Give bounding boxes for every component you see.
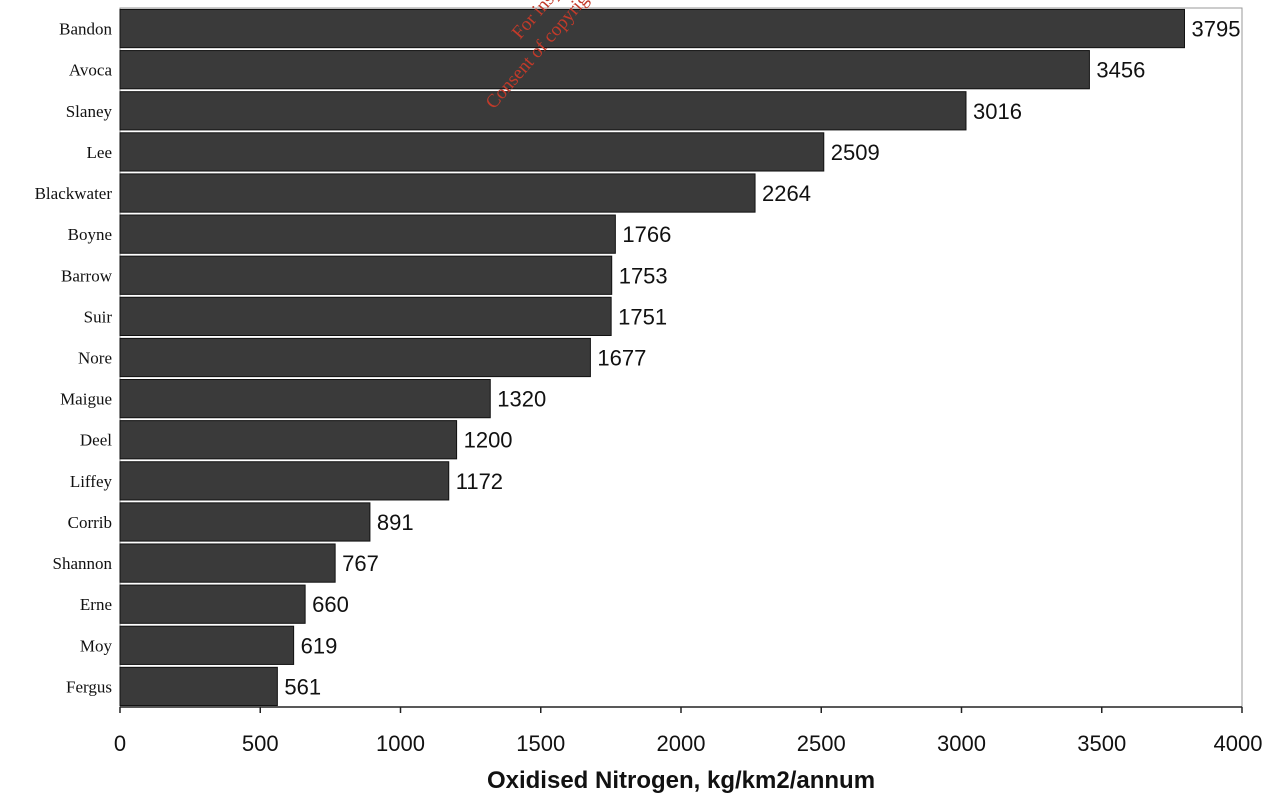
- category-label-barrow: Barrow: [61, 266, 113, 285]
- bar-maigue: [119, 378, 491, 419]
- category-label-fergus: Fergus: [66, 677, 112, 696]
- category-label-moy: Moy: [80, 636, 113, 655]
- value-label-corrib: 891: [377, 510, 414, 535]
- value-label-moy: 619: [301, 633, 338, 658]
- value-label-bandon: 3795: [1191, 17, 1240, 42]
- bar-lee: [119, 132, 825, 172]
- category-label-corrib: Corrib: [68, 513, 112, 532]
- category-label-maigue: Maigue: [60, 390, 112, 409]
- category-label-nore: Nore: [78, 349, 112, 368]
- value-label-erne: 660: [312, 592, 349, 617]
- category-label-deel: Deel: [80, 431, 112, 450]
- value-label-liffey: 1172: [456, 469, 503, 494]
- category-label-bandon: Bandon: [59, 20, 112, 39]
- value-label-suir: 1751: [618, 304, 667, 329]
- value-labels: 3795 3456 3016 2509 2264 1766 1753 1751 1677 1320…: [284, 17, 1240, 700]
- category-label-erne: Erne: [80, 595, 112, 614]
- category-label-liffey: Liffey: [70, 472, 113, 491]
- x-tick-label-1500: 1500: [516, 731, 565, 756]
- bar-barrow: [119, 255, 613, 295]
- x-tick-label-500: 500: [242, 731, 279, 756]
- bar-suir: [119, 296, 612, 337]
- value-label-barrow: 1753: [619, 263, 668, 288]
- bar-slaney: [119, 91, 967, 131]
- bar-blackwater: [119, 173, 756, 213]
- bar-fergus: [119, 666, 278, 707]
- value-label-deel: 1200: [464, 428, 513, 453]
- x-axis-ticks: 0 500 1000 1500 2000 2500 3000 3500 4000: [114, 707, 1263, 756]
- bar-liffey: [119, 461, 450, 501]
- x-tick-label-3500: 3500: [1077, 731, 1126, 756]
- value-label-maigue: 1320: [497, 387, 546, 412]
- value-label-boyne: 1766: [622, 222, 671, 247]
- value-label-blackwater: 2264: [762, 181, 811, 206]
- value-label-avoca: 3456: [1096, 58, 1145, 83]
- x-tick-label-1000: 1000: [376, 731, 425, 756]
- bar-nore: [119, 337, 591, 378]
- x-axis-title: Oxidised Nitrogen, kg/km2/annum: [487, 767, 875, 794]
- bars-group: [119, 8, 1185, 707]
- value-label-lee: 2509: [831, 140, 880, 165]
- x-tick-label-2500: 2500: [797, 731, 846, 756]
- category-label-blackwater: Blackwater: [35, 184, 113, 203]
- x-tick-label-4000: 4000: [1214, 731, 1263, 756]
- bar-bandon: [119, 8, 1185, 49]
- bar-avoca: [119, 50, 1090, 90]
- bar-moy: [119, 625, 295, 665]
- bar-boyne: [119, 214, 616, 254]
- bar-shannon: [119, 543, 336, 583]
- x-tick-label-0: 0: [114, 731, 126, 756]
- bar-corrib: [119, 502, 371, 542]
- category-labels: Bandon Avoca Slaney Lee Blackwater Boyne Barro…: [35, 20, 113, 697]
- value-label-shannon: 767: [342, 551, 379, 576]
- value-label-nore: 1677: [597, 346, 646, 371]
- category-label-avoca: Avoca: [69, 61, 113, 80]
- category-label-slaney: Slaney: [66, 102, 113, 121]
- value-label-fergus: 561: [284, 674, 321, 699]
- category-label-lee: Lee: [87, 143, 112, 162]
- x-tick-label-2000: 2000: [657, 731, 706, 756]
- bar-deel: [119, 420, 458, 460]
- category-label-suir: Suir: [84, 307, 113, 326]
- x-tick-label-3000: 3000: [937, 731, 986, 756]
- category-label-shannon: Shannon: [53, 554, 113, 573]
- value-label-slaney: 3016: [973, 99, 1022, 124]
- category-label-boyne: Boyne: [68, 225, 112, 244]
- bar-erne: [119, 584, 306, 624]
